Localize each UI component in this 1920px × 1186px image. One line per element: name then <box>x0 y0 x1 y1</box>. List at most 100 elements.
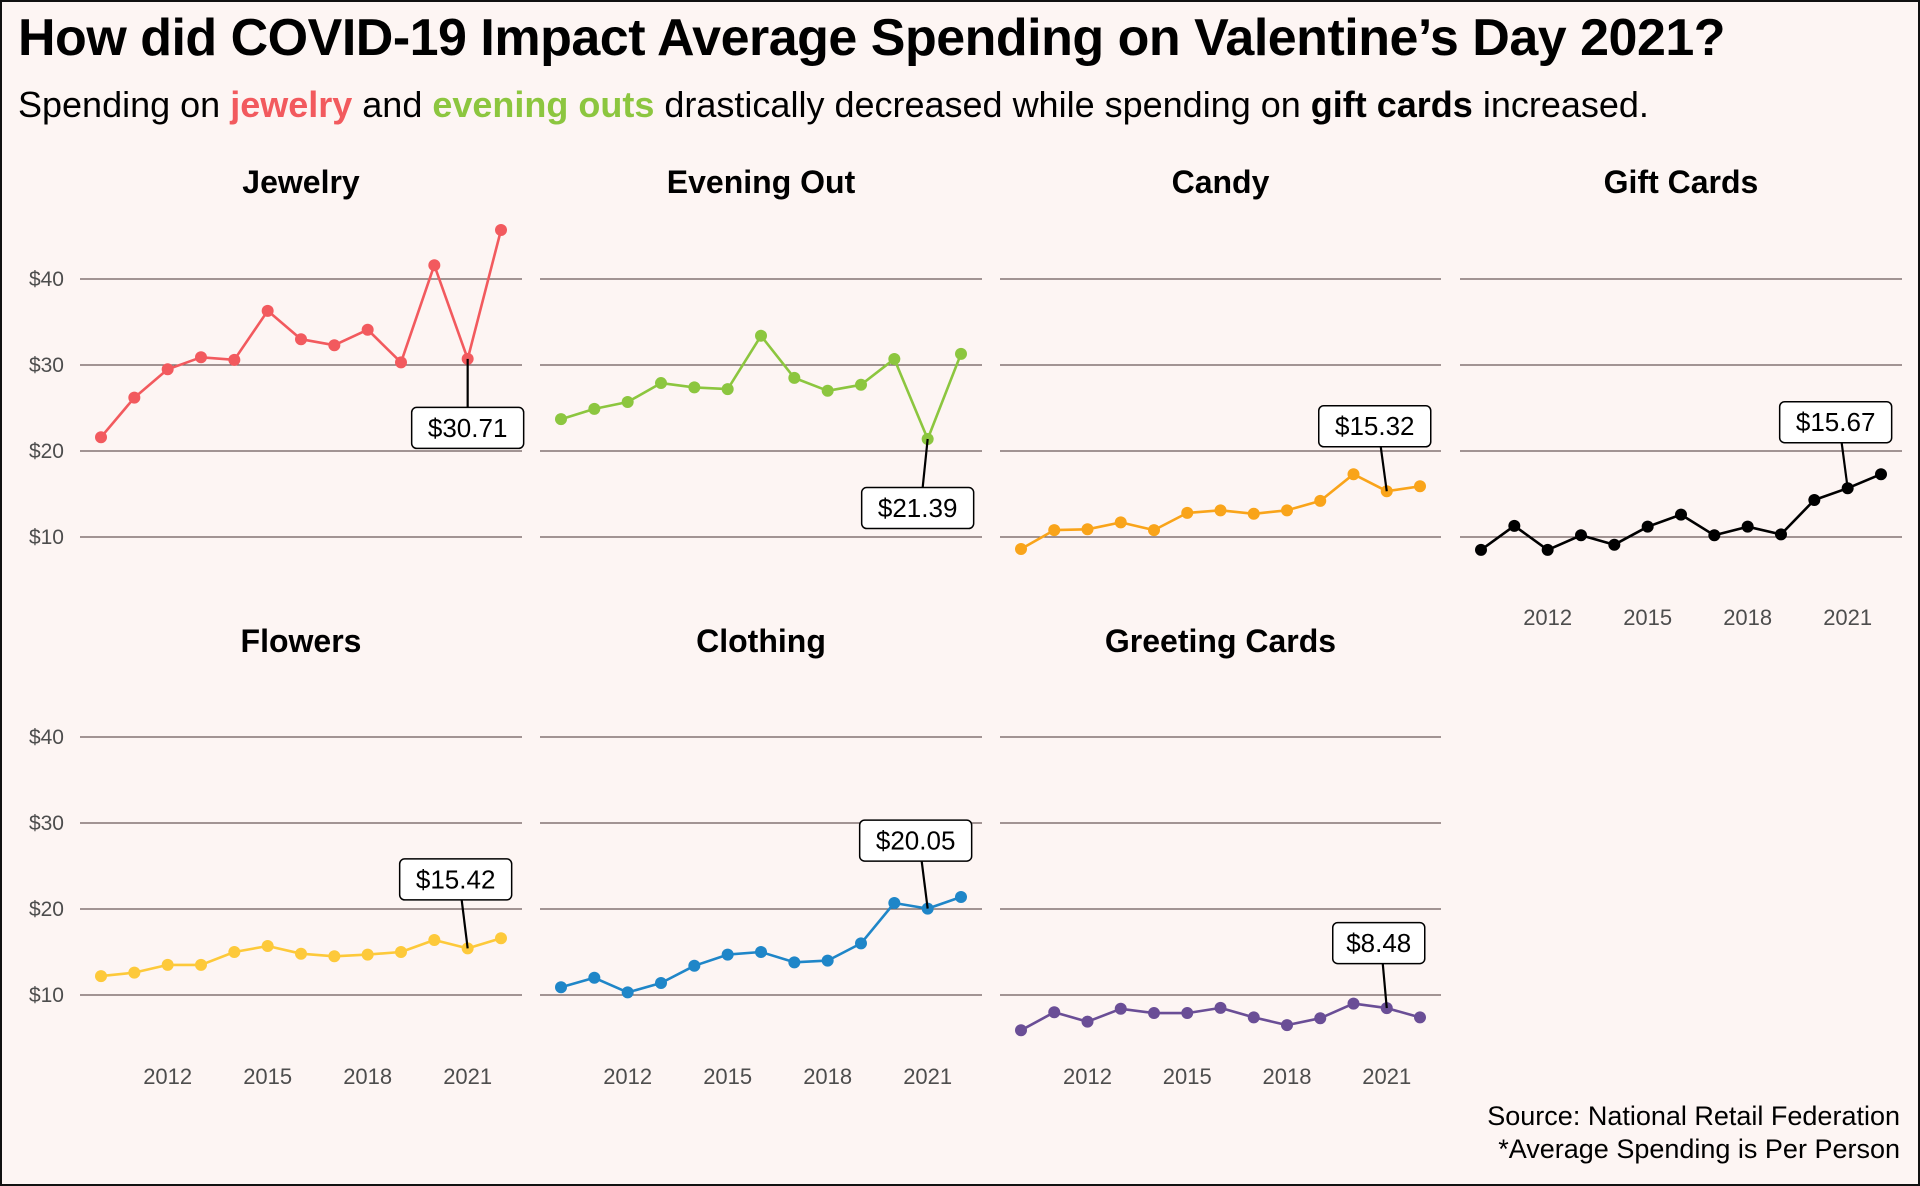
data-point <box>688 959 701 972</box>
chart-title: How did COVID-19 Impact Average Spending… <box>18 9 1726 67</box>
data-point <box>261 304 274 317</box>
data-point <box>1048 1006 1061 1019</box>
panel-flowers: Flowers $10 $20 $30 $40 2012 2015 2018 2021 $15.4… <box>29 623 522 1089</box>
data-point <box>788 371 801 384</box>
x-tick-label: 2015 <box>703 1064 752 1089</box>
data-point <box>1508 519 1521 532</box>
data-point <box>955 890 967 903</box>
data-point <box>1775 528 1787 541</box>
data-point <box>395 946 407 958</box>
data-point <box>195 958 207 971</box>
data-point <box>1475 543 1487 556</box>
data-point <box>395 356 407 369</box>
data-point <box>1081 1015 1094 1028</box>
annotation-label: $15.67 <box>1796 407 1876 437</box>
annotation-label: $21.39 <box>878 493 958 523</box>
data-point <box>621 395 634 408</box>
data-point <box>1214 1001 1227 1014</box>
data-point <box>495 932 507 945</box>
chart-footer: Source: National Retail Federation *Aver… <box>1487 1100 1900 1166</box>
data-point <box>955 347 967 360</box>
data-point <box>1247 507 1260 520</box>
data-point <box>1214 504 1227 517</box>
data-point <box>428 933 441 946</box>
annotation-box <box>1778 400 1893 444</box>
data-point <box>688 381 701 394</box>
data-point <box>1081 523 1094 536</box>
data-point <box>555 413 567 426</box>
panel-jewelry: Jewelry $10 $20 $30 $40 $30.71 <box>29 164 525 549</box>
data-point <box>721 383 734 396</box>
panel-title: Evening Out <box>667 164 856 200</box>
subtitle-highlight-gift-cards: gift cards <box>1310 84 1473 125</box>
data-point <box>1808 494 1821 507</box>
data-point <box>621 986 634 999</box>
x-tick-label: 2018 <box>803 1064 852 1089</box>
data-point <box>1181 506 1194 519</box>
annotation-label: $20.05 <box>876 826 956 856</box>
x-tick-label: 2018 <box>1263 1064 1312 1089</box>
data-point <box>328 950 341 963</box>
data-point <box>1575 529 1587 542</box>
annotation-label: $8.48 <box>1346 928 1411 958</box>
data-point <box>128 391 141 404</box>
data-point <box>1314 494 1327 507</box>
data-point <box>161 958 174 971</box>
x-tick-label: 2015 <box>243 1064 292 1089</box>
annotation-box <box>1332 921 1426 965</box>
x-tick-label: 2021 <box>443 1064 492 1089</box>
panel-title: Candy <box>1172 164 1270 200</box>
data-point <box>361 948 374 961</box>
data-point <box>361 323 374 336</box>
annotation-leader <box>1381 963 1388 1009</box>
panel-title: Gift Cards <box>1604 164 1759 200</box>
y-tick-label: $20 <box>29 898 64 921</box>
subtitle-highlight-evening-outs: evening outs <box>432 84 655 125</box>
panel-gift-cards: Gift Cards 2012 2015 2018 2021 $15.67 <box>1460 164 1902 630</box>
footnote: *Average Spending is Per Person <box>1498 1134 1900 1164</box>
y-tick-label: $30 <box>29 812 64 835</box>
data-point <box>1281 1019 1293 1032</box>
data-point <box>855 937 867 950</box>
data-point <box>1048 524 1061 537</box>
data-point <box>1281 504 1293 517</box>
annotation-box <box>1318 404 1432 448</box>
data-point <box>1015 1024 1027 1037</box>
x-tick-label: 2018 <box>343 1064 392 1089</box>
x-tick-label: 2021 <box>903 1064 952 1089</box>
subtitle-part: increased. <box>1472 84 1649 125</box>
x-tick-label: 2012 <box>603 1064 652 1089</box>
panel-title: Clothing <box>696 623 826 659</box>
data-point <box>1708 529 1721 542</box>
data-point <box>261 939 274 952</box>
data-point <box>755 946 767 958</box>
data-point <box>1414 480 1426 493</box>
annotation-leader <box>1840 442 1849 489</box>
data-point <box>95 970 107 983</box>
y-tick-label: $30 <box>29 354 64 377</box>
subtitle-part: and <box>352 84 433 125</box>
data-point <box>1015 543 1027 556</box>
data-point <box>1875 468 1887 481</box>
data-point <box>1181 1007 1194 1020</box>
annotation-box <box>858 819 973 862</box>
data-point <box>1347 468 1360 481</box>
chart-subtitle: Spending on jewelry and evening outs dra… <box>18 84 1649 126</box>
x-tick-label: 2021 <box>1823 605 1872 630</box>
y-tick-label: $40 <box>29 726 64 749</box>
subtitle-highlight-jewelry: jewelry <box>230 84 353 125</box>
data-point <box>1247 1011 1260 1024</box>
data-point <box>888 352 901 365</box>
data-point <box>1414 1011 1426 1024</box>
data-point <box>228 946 241 958</box>
annotation-leader <box>920 860 929 909</box>
y-tick-label: $10 <box>29 984 64 1007</box>
data-point <box>821 384 834 397</box>
data-point <box>428 259 441 272</box>
subtitle-part: drastically decreased while spending on <box>654 84 1311 125</box>
x-tick-label: 2021 <box>1362 1064 1411 1089</box>
data-point <box>1675 508 1687 521</box>
subtitle-part: Spending on <box>18 84 231 125</box>
